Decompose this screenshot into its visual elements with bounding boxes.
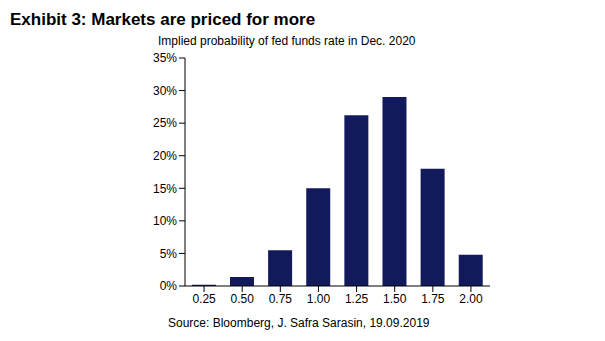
svg-text:0.50: 0.50: [231, 292, 255, 306]
svg-text:30%: 30%: [153, 84, 177, 98]
svg-text:0%: 0%: [160, 279, 178, 293]
svg-text:1.75: 1.75: [421, 292, 445, 306]
svg-text:5%: 5%: [160, 247, 178, 261]
html-text:Implied probability of fed fun: Implied probability of fed funds rate in…: [158, 34, 416, 48]
svg-text:0.25: 0.25: [192, 292, 216, 306]
html-text:Source: Bloomberg, J. Safra Sa: Source: Bloomberg, J. Safra Sarasin, 19.…: [168, 316, 430, 330]
svg-text:1.00: 1.00: [307, 292, 331, 306]
svg-text:0.75: 0.75: [269, 292, 293, 306]
svg-text:15%: 15%: [153, 182, 177, 196]
svg-text:20%: 20%: [153, 149, 177, 163]
svg-text:10%: 10%: [153, 214, 177, 228]
svg-text:2.00: 2.00: [459, 292, 483, 306]
svg-text:25%: 25%: [153, 116, 177, 130]
svg-text:1.50: 1.50: [383, 292, 407, 306]
svg-text:35%: 35%: [153, 52, 177, 65]
svg-text:1.25: 1.25: [345, 292, 369, 306]
html-text:Exhibit 3: Markets are priced: Exhibit 3: Markets are priced for more: [10, 10, 316, 29]
